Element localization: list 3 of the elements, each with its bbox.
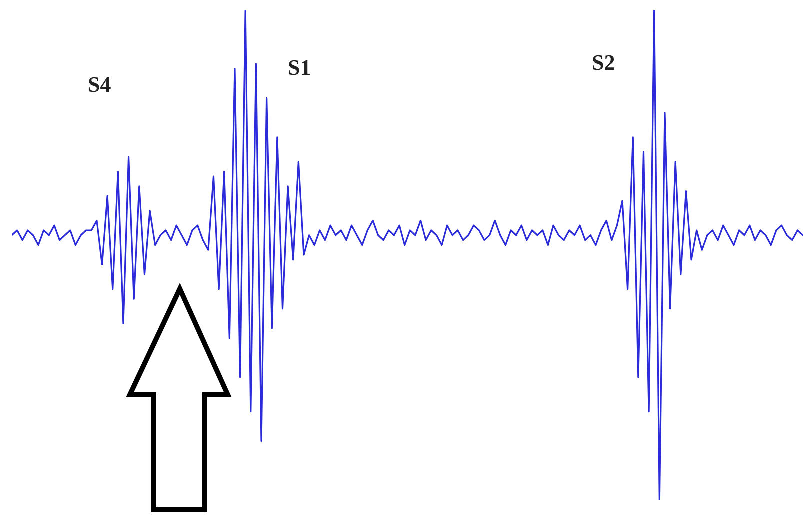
annotation: S2 — [592, 50, 616, 76]
annotation: S1 — [288, 55, 312, 81]
annotation: S4 — [88, 72, 112, 98]
